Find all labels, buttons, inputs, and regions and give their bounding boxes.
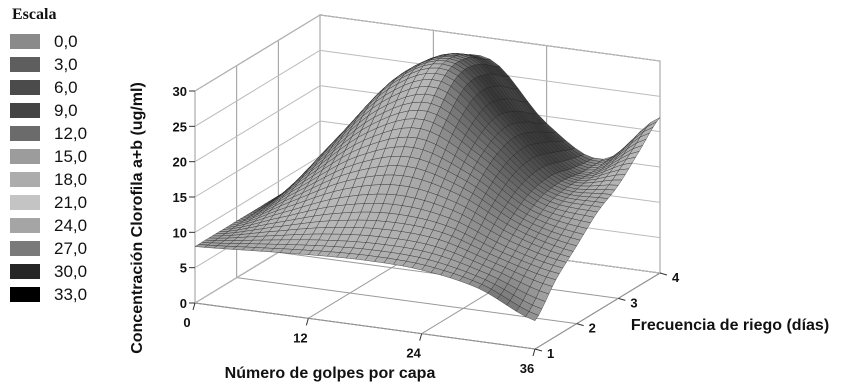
- grid-line: [194, 302, 536, 350]
- legend-label: 12,0: [54, 123, 88, 143]
- legend-swatch: [10, 80, 40, 95]
- legend-swatch: [10, 34, 40, 49]
- legend-swatch: [10, 241, 40, 256]
- x-tick: [305, 318, 309, 326]
- legend-item: 21,0: [4, 191, 114, 214]
- legend-label: 15,0: [54, 146, 88, 166]
- z-tick-label: 3: [630, 295, 637, 310]
- y-tick-label: 5: [180, 261, 187, 276]
- legend-item: 27,0: [4, 237, 114, 260]
- legend-item: 18,0: [4, 168, 114, 191]
- legend-item: 6,0: [4, 76, 114, 99]
- legend-label: 30,0: [54, 261, 88, 281]
- legend-swatch: [10, 172, 40, 187]
- legend-item: 24,0: [4, 214, 114, 237]
- z-tick-label: 2: [589, 321, 596, 336]
- legend-swatch: [10, 103, 40, 118]
- legend-item: 12,0: [4, 122, 114, 145]
- legend-label: 3,0: [54, 54, 78, 74]
- legend-item: 33,0: [4, 283, 114, 306]
- chart-surface: [194, 53, 661, 321]
- legend-item: 9,0: [4, 99, 114, 122]
- legend-swatch: [10, 57, 40, 72]
- z-tick-label: 4: [672, 270, 680, 285]
- x-tick-label: 24: [406, 346, 421, 361]
- y-tick-label: 15: [173, 190, 187, 205]
- legend-label: 18,0: [54, 169, 88, 189]
- legend-title: Escala: [12, 6, 57, 23]
- legend-label: 33,0: [54, 284, 88, 304]
- legend-item: 30,0: [4, 260, 114, 283]
- z-tick: [659, 272, 668, 276]
- z-tick: [534, 348, 543, 352]
- surface-cell: [525, 311, 539, 321]
- legend-swatch: [10, 287, 40, 302]
- legend-swatch: [10, 126, 40, 141]
- legend-label: 6,0: [54, 77, 78, 97]
- legend-swatch: [10, 195, 40, 210]
- grid-line: [319, 14, 661, 62]
- grid-line: [194, 85, 321, 163]
- legend-label: 9,0: [54, 100, 78, 120]
- z-tick-label: 1: [547, 346, 554, 361]
- grid-line: [194, 49, 321, 127]
- x-tick: [192, 302, 196, 311]
- legend-label: 21,0: [54, 192, 88, 212]
- y-tick-label: 0: [180, 296, 187, 311]
- y-tick-label: 20: [173, 155, 187, 170]
- z-tick: [576, 323, 584, 327]
- legend-swatch: [10, 264, 40, 279]
- legend-swatch: [10, 149, 40, 164]
- y-tick-label: 25: [173, 119, 187, 134]
- x-tick-label: 12: [293, 330, 307, 345]
- legend-swatch: [10, 218, 40, 233]
- y-axis-label: Concentración Clorofila a+b (ug/ml): [129, 82, 146, 354]
- x-tick-label: 0: [183, 315, 190, 330]
- x-axis-label: Número de golpes por capa: [224, 365, 436, 382]
- grid-line: [194, 14, 321, 92]
- legend-label: 27,0: [54, 238, 88, 258]
- legend-rows: 0,0 3,0 6,0 9,0 12,0 15,0 18,0 21,0 24,0 27,0 30,0…: [4, 30, 114, 306]
- z-tick: [618, 297, 626, 301]
- z-axis-label: Frecuencia de riego (días): [630, 317, 830, 334]
- legend-item: 0,0: [4, 30, 114, 53]
- legend-item: 15,0: [4, 145, 114, 168]
- x-tick: [419, 333, 423, 341]
- x-tick-label: 36: [520, 361, 534, 376]
- grid-line: [236, 277, 577, 325]
- legend: Escala 0,0 3,0 6,0 9,0 12,0 15,0 18,0 21,0 24,0 2…: [4, 6, 114, 306]
- x-tick: [532, 348, 536, 357]
- legend-item: 3,0: [4, 53, 114, 76]
- legend-label: 0,0: [54, 31, 78, 51]
- grid-line: [194, 155, 321, 233]
- y-tick-label: 10: [173, 225, 187, 240]
- y-tick-label: 30: [173, 84, 187, 99]
- legend-label: 24,0: [54, 215, 88, 235]
- grid-line: [194, 120, 321, 198]
- grid-line: [534, 272, 661, 350]
